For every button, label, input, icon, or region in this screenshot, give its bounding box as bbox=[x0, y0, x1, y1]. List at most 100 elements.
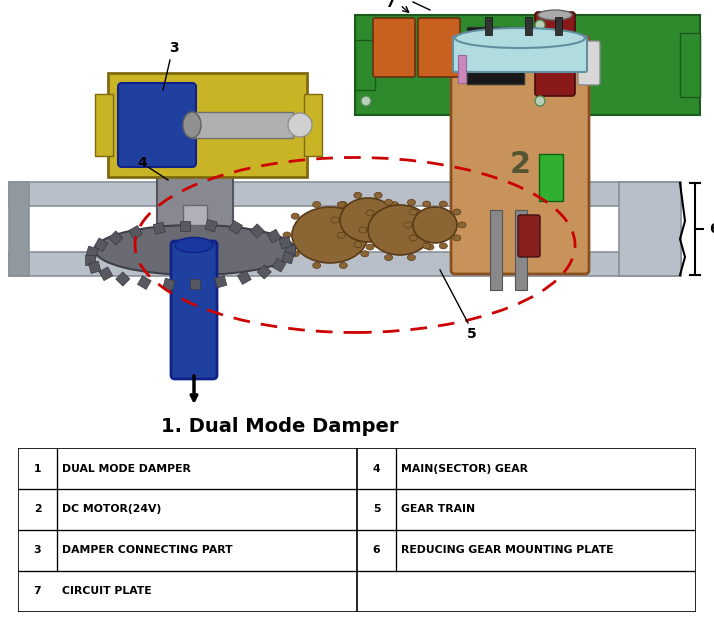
Bar bbox=[555, 17, 562, 35]
Ellipse shape bbox=[337, 201, 346, 208]
Text: 2: 2 bbox=[509, 151, 531, 179]
Bar bbox=[515, 210, 527, 290]
Ellipse shape bbox=[385, 200, 393, 205]
FancyBboxPatch shape bbox=[535, 12, 575, 96]
Ellipse shape bbox=[340, 198, 396, 242]
FancyBboxPatch shape bbox=[539, 154, 563, 201]
Bar bbox=[238, 271, 251, 284]
FancyBboxPatch shape bbox=[191, 112, 293, 138]
Ellipse shape bbox=[453, 209, 461, 215]
Ellipse shape bbox=[95, 225, 295, 275]
Text: CIRCUIT PLATE: CIRCUIT PLATE bbox=[62, 586, 151, 596]
Ellipse shape bbox=[374, 242, 382, 248]
Ellipse shape bbox=[458, 222, 466, 228]
Text: 7: 7 bbox=[385, 0, 395, 10]
FancyBboxPatch shape bbox=[453, 36, 587, 72]
Ellipse shape bbox=[423, 201, 431, 207]
Ellipse shape bbox=[369, 232, 377, 238]
Polygon shape bbox=[680, 33, 700, 97]
Bar bbox=[490, 210, 502, 290]
Ellipse shape bbox=[291, 213, 299, 219]
Text: DUAL MODE DAMPER: DUAL MODE DAMPER bbox=[62, 464, 191, 473]
Ellipse shape bbox=[354, 192, 362, 198]
Text: 2: 2 bbox=[34, 504, 41, 514]
FancyBboxPatch shape bbox=[9, 182, 29, 276]
Bar bbox=[180, 221, 190, 231]
Bar bbox=[85, 255, 95, 265]
Text: REDUCING GEAR MOUNTING PLATE: REDUCING GEAR MOUNTING PLATE bbox=[401, 546, 613, 556]
Text: MAIN(SECTOR) GEAR: MAIN(SECTOR) GEAR bbox=[401, 464, 528, 473]
Text: 3: 3 bbox=[169, 41, 178, 55]
Circle shape bbox=[288, 113, 312, 137]
Text: 4: 4 bbox=[137, 156, 147, 170]
Text: DAMPER CONNECTING PART: DAMPER CONNECTING PART bbox=[62, 546, 233, 556]
Ellipse shape bbox=[291, 251, 299, 257]
Bar bbox=[129, 226, 143, 239]
Ellipse shape bbox=[439, 243, 448, 249]
Text: 5: 5 bbox=[467, 327, 477, 341]
FancyBboxPatch shape bbox=[9, 182, 681, 206]
Ellipse shape bbox=[359, 227, 367, 233]
Polygon shape bbox=[355, 40, 375, 90]
Ellipse shape bbox=[455, 28, 585, 48]
FancyBboxPatch shape bbox=[418, 18, 460, 77]
Ellipse shape bbox=[408, 255, 416, 261]
Bar bbox=[109, 231, 123, 245]
FancyBboxPatch shape bbox=[108, 73, 307, 177]
Circle shape bbox=[535, 20, 545, 30]
Text: DC MOTOR(24V): DC MOTOR(24V) bbox=[62, 504, 161, 514]
FancyBboxPatch shape bbox=[578, 41, 600, 85]
Ellipse shape bbox=[433, 227, 441, 233]
Ellipse shape bbox=[397, 217, 405, 223]
FancyBboxPatch shape bbox=[451, 36, 589, 274]
FancyBboxPatch shape bbox=[171, 241, 217, 379]
FancyBboxPatch shape bbox=[157, 157, 233, 253]
FancyBboxPatch shape bbox=[95, 94, 113, 156]
Ellipse shape bbox=[283, 232, 291, 238]
Bar bbox=[99, 267, 113, 281]
Bar bbox=[525, 17, 532, 35]
Bar bbox=[250, 224, 264, 238]
Ellipse shape bbox=[385, 255, 393, 261]
Bar bbox=[154, 222, 166, 234]
Bar bbox=[487, 32, 497, 40]
Bar bbox=[501, 32, 511, 40]
Bar bbox=[138, 276, 151, 289]
Ellipse shape bbox=[292, 207, 368, 263]
FancyBboxPatch shape bbox=[619, 182, 681, 276]
Ellipse shape bbox=[354, 242, 362, 248]
Bar bbox=[257, 265, 271, 279]
Ellipse shape bbox=[183, 112, 201, 138]
Text: 1. Dual Mode Damper: 1. Dual Mode Damper bbox=[161, 418, 398, 436]
Ellipse shape bbox=[175, 237, 213, 253]
Bar bbox=[229, 221, 243, 234]
Ellipse shape bbox=[391, 232, 398, 239]
Text: 4: 4 bbox=[373, 464, 381, 473]
Ellipse shape bbox=[391, 201, 398, 208]
FancyBboxPatch shape bbox=[118, 83, 196, 167]
Ellipse shape bbox=[313, 263, 321, 268]
Ellipse shape bbox=[374, 192, 382, 198]
Circle shape bbox=[361, 96, 371, 106]
Bar bbox=[89, 261, 101, 273]
Ellipse shape bbox=[366, 210, 374, 216]
Ellipse shape bbox=[331, 217, 339, 223]
FancyBboxPatch shape bbox=[467, 27, 524, 84]
Ellipse shape bbox=[426, 210, 434, 216]
Ellipse shape bbox=[313, 201, 321, 208]
Ellipse shape bbox=[361, 251, 369, 257]
Ellipse shape bbox=[409, 235, 417, 241]
FancyBboxPatch shape bbox=[373, 18, 415, 77]
Bar bbox=[267, 229, 281, 243]
Ellipse shape bbox=[339, 263, 347, 268]
Bar bbox=[279, 237, 291, 249]
Text: GEAR TRAIN: GEAR TRAIN bbox=[401, 504, 476, 514]
Bar bbox=[183, 205, 207, 225]
Ellipse shape bbox=[368, 205, 432, 255]
Bar bbox=[116, 272, 130, 286]
Text: 7: 7 bbox=[34, 586, 41, 596]
Bar bbox=[215, 276, 227, 288]
Ellipse shape bbox=[337, 232, 346, 239]
Ellipse shape bbox=[409, 209, 417, 215]
Text: 6: 6 bbox=[709, 222, 714, 236]
